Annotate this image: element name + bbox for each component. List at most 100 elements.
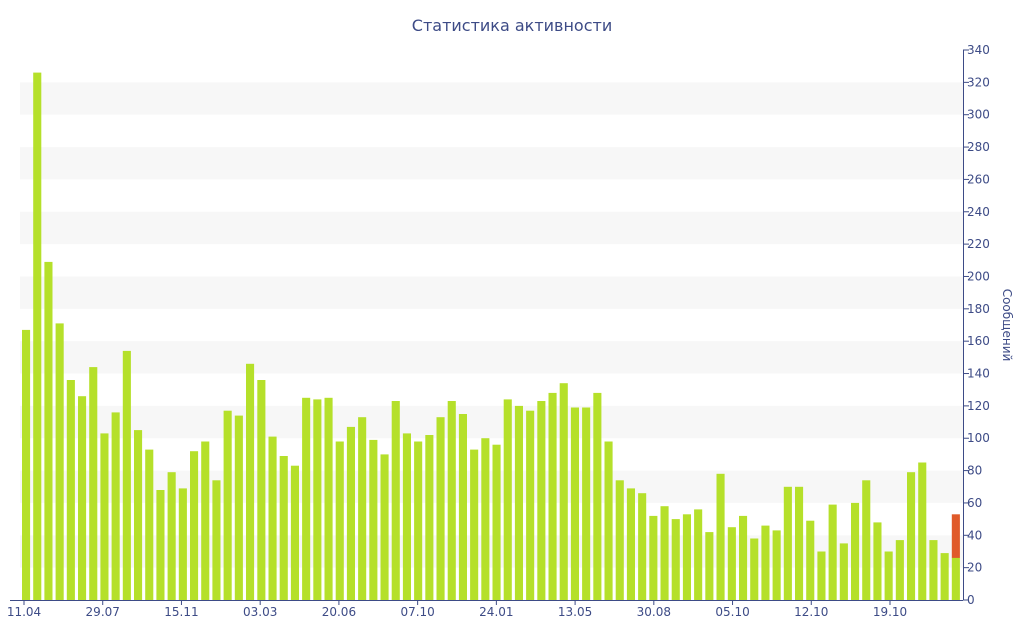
bar [604,441,613,600]
y-tick-label: 320 [967,75,990,89]
x-tick-label: 11.04 [7,605,41,619]
highlight-bar [951,514,960,558]
y-tick-label: 340 [967,43,990,57]
bar [122,350,131,600]
bar [324,397,333,600]
bar [705,532,714,600]
bar [313,399,322,600]
bar [145,449,154,600]
bar [526,410,535,600]
y-tick-label: 80 [967,464,982,478]
x-tick-label: 30.08 [637,605,671,619]
bar [761,525,770,600]
bar [414,441,423,600]
bar [559,383,568,600]
bar [649,515,658,600]
grid-band [20,211,963,245]
bar [671,519,680,600]
bar [638,493,647,600]
bar [772,530,781,600]
bar [470,449,479,600]
bar [615,480,624,600]
bar [100,433,109,600]
bar [212,480,221,600]
y-tick-label: 40 [967,528,982,542]
bar [582,407,591,600]
y-tick-label: 220 [967,237,990,251]
bar [548,392,557,600]
bar [167,472,176,600]
x-tick-label: 19.10 [873,605,907,619]
bar [884,551,893,600]
bar [358,417,367,600]
bar [727,527,736,600]
bar [739,515,748,600]
bar [929,540,938,600]
bar [33,72,42,601]
bar [918,462,927,600]
bar [503,399,512,600]
bar [806,520,815,600]
y-tick-label: 20 [967,561,982,575]
x-tick-label: 07.10 [400,605,434,619]
grid-band [20,535,963,568]
bar [873,522,882,600]
bar [257,380,266,600]
y-tick-label: 0 [967,593,975,607]
bar [817,551,826,600]
bar [660,506,669,600]
bar [268,436,277,600]
bar [380,454,389,600]
grid-band [20,82,963,115]
bar [391,401,400,600]
grid-bands [20,82,963,568]
x-tick-label: 03.03 [243,605,277,619]
bar [402,433,411,600]
grid-band [20,405,963,439]
bar [78,396,87,600]
y-axis-label: Сообщений [1000,289,1014,362]
grid-band [20,276,963,309]
x-ticks: 11.04 29.07 15.11 03.03 20.06 07.10 24.01 13.05… [7,600,907,619]
y-tick-label: 120 [967,399,990,413]
bar [190,451,199,600]
chart-title: Статистика активности [412,16,612,35]
y-tick-label: 300 [967,108,990,122]
bar [570,407,579,600]
x-tick-label: 24.01 [479,605,513,619]
y-tick-label: 200 [967,269,990,283]
x-tick-label: 15.11 [164,605,198,619]
bar [134,430,143,600]
bar [951,557,960,600]
bar [89,367,98,600]
bar [851,502,860,600]
bar [55,323,64,600]
bar [279,456,288,600]
grid-band [20,470,963,503]
bar [302,397,311,600]
bar [795,486,804,600]
bar [335,441,344,600]
y-tick-label: 140 [967,367,990,381]
x-tick-label: 05.10 [715,605,749,619]
bar [537,401,546,600]
bar [346,426,355,600]
bar [44,261,53,600]
bar [290,465,299,600]
bar [447,401,456,600]
bar [626,488,635,600]
grid-band [20,341,963,374]
bar [839,543,848,600]
bar [862,480,871,600]
bar [201,441,210,600]
bar [458,414,467,600]
bar [369,439,378,600]
bar [66,380,75,600]
bar [682,514,691,600]
bar [246,363,255,600]
bar [593,392,602,600]
bar [492,444,501,600]
y-ticks: 0 20 40 60 80 100 120 140 160 180 200 220 240 260 280 3… [963,43,990,607]
